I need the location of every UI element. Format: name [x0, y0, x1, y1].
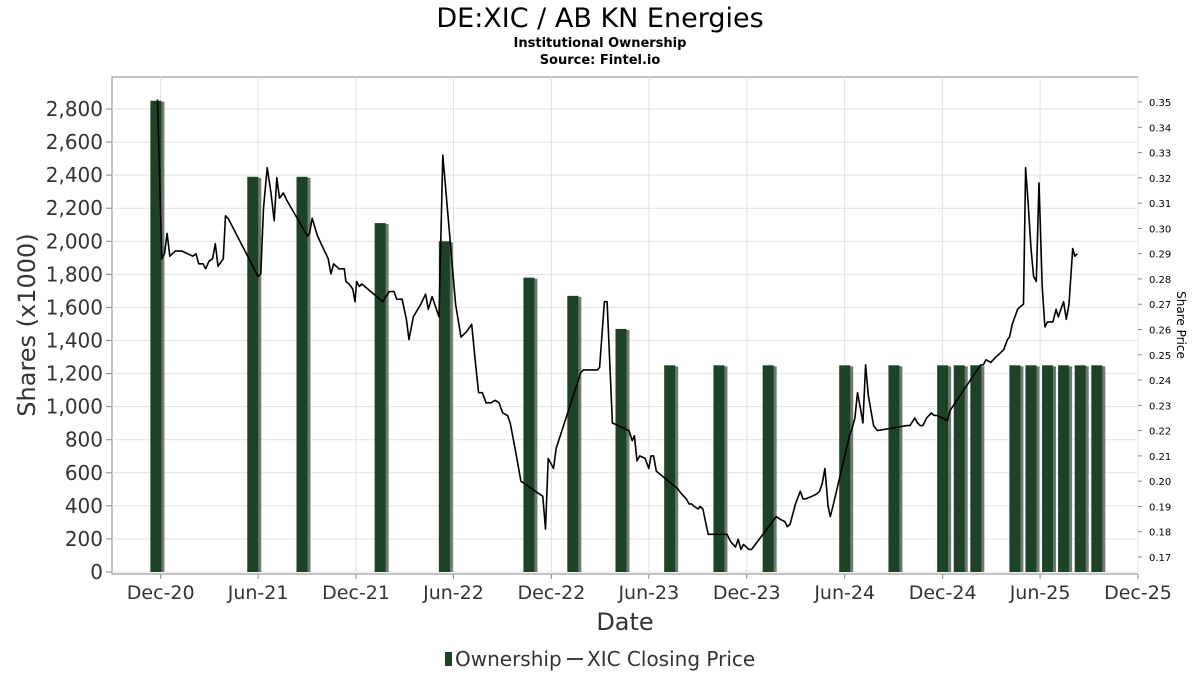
- ownership-bar: [953, 365, 965, 572]
- y2-tick-label: 0.34: [1149, 123, 1171, 134]
- legend-ownership-swatch: [445, 652, 452, 666]
- y-tick-label: 800: [65, 428, 103, 452]
- y-tick-label: 1,400: [46, 329, 103, 353]
- ownership-bar: [1009, 365, 1021, 572]
- ownership-bar: [1025, 365, 1037, 572]
- y2-tick-label: 0.30: [1149, 224, 1171, 235]
- y-tick-label: 1,200: [46, 362, 103, 386]
- x-tick-label: Dec-24: [909, 582, 977, 604]
- y2-tick-label: 0.32: [1149, 174, 1171, 185]
- x-tick-label: Jun-21: [227, 582, 289, 604]
- y-tick-label: 2,200: [46, 196, 103, 220]
- ownership-bar: [1042, 365, 1054, 572]
- ownership-bars: [150, 100, 1106, 573]
- ownership-bar: [438, 241, 450, 573]
- y-tick-label: 1,000: [46, 395, 103, 419]
- y2-tick-label: 0.28: [1149, 275, 1171, 286]
- x-tick-label: Jun-23: [617, 582, 679, 604]
- y-axis-label: Shares (x1000): [13, 233, 41, 416]
- ownership-bar: [762, 365, 774, 572]
- y-tick-label: 2,800: [46, 97, 103, 121]
- x-tick-label: Dec-25: [1104, 582, 1172, 604]
- y-tick-label: 1,800: [46, 262, 103, 286]
- ownership-bar: [150, 100, 162, 572]
- y2-tick-label: 0.23: [1149, 401, 1171, 412]
- ownership-bar: [296, 176, 308, 572]
- y-tick-label: 600: [65, 461, 103, 485]
- y2-tick-label: 0.24: [1149, 376, 1171, 387]
- y2-tick-label: 0.25: [1149, 351, 1171, 362]
- y-tick-label: 2,600: [46, 130, 103, 154]
- ownership-bar: [374, 223, 386, 572]
- legend-price-label: XIC Closing Price: [587, 647, 755, 671]
- y2-tick-label: 0.17: [1149, 553, 1171, 564]
- y2-tick-label: 0.22: [1149, 427, 1171, 438]
- ownership-bar: [888, 365, 900, 572]
- y-tick-label: 1,600: [46, 295, 103, 319]
- ownership-bar: [839, 365, 851, 572]
- y2-axis-label: Share Price: [1174, 291, 1188, 359]
- ownership-bar: [664, 365, 676, 572]
- ownership-bar: [615, 328, 627, 572]
- legend-ownership-label: Ownership: [455, 647, 562, 671]
- y2-tick-label: 0.18: [1149, 528, 1171, 539]
- legend: Ownership XIC Closing Price: [445, 647, 755, 671]
- y2-tick-label: 0.19: [1149, 502, 1171, 513]
- x-tick-label: Dec-20: [127, 582, 195, 604]
- y2-tick-label: 0.31: [1149, 199, 1171, 210]
- chart-title: DE:XIC / AB KN Energies: [436, 3, 763, 34]
- y2-tick-label: 0.26: [1149, 326, 1171, 337]
- axes: 0 200 400 600 800 1,000 1,200 1,400 1,600 1,800 2,…: [46, 97, 1172, 604]
- ownership-bar: [1058, 365, 1070, 572]
- ownership-bar: [713, 365, 725, 572]
- y2-tick-label: 0.21: [1149, 452, 1171, 463]
- xic-closing-price-line: [156, 99, 1079, 551]
- ownership-bar: [970, 365, 982, 572]
- y-tick-label: 0: [90, 560, 103, 584]
- chart-subtitle-source: Source: Fintel.io: [540, 53, 661, 68]
- x-tick-label: Dec-22: [518, 582, 586, 604]
- y2-tick-label: 0.27: [1149, 300, 1171, 311]
- y2-tick-label: 0.35: [1149, 98, 1171, 109]
- chart-subtitle-ownership: Institutional Ownership: [514, 36, 687, 51]
- y-tick-label: 400: [65, 494, 103, 518]
- x-tick-label: Jun-22: [422, 582, 484, 604]
- y-tick-label: 200: [65, 527, 103, 551]
- y-tick-label: 2,000: [46, 229, 103, 253]
- ownership-bar: [567, 295, 579, 572]
- y2-tick-label: 0.20: [1149, 477, 1171, 488]
- x-tick-label: Dec-21: [322, 582, 390, 604]
- ownership-bar: [523, 277, 535, 572]
- x-tick-label: Jun-24: [813, 582, 875, 604]
- y2-tick-label: 0.29: [1149, 250, 1171, 261]
- ownership-bar: [1091, 365, 1103, 572]
- x-tick-label: Dec-23: [713, 582, 781, 604]
- y-tick-label: 2,400: [46, 163, 103, 187]
- x-tick-label: Jun-25: [1009, 582, 1071, 604]
- ownership-bar: [1074, 365, 1086, 572]
- x-axis-label: Date: [596, 608, 653, 636]
- ownership-bar: [247, 176, 259, 572]
- y2-tick-label: 0.33: [1149, 149, 1171, 160]
- ownership-bar: [937, 365, 949, 572]
